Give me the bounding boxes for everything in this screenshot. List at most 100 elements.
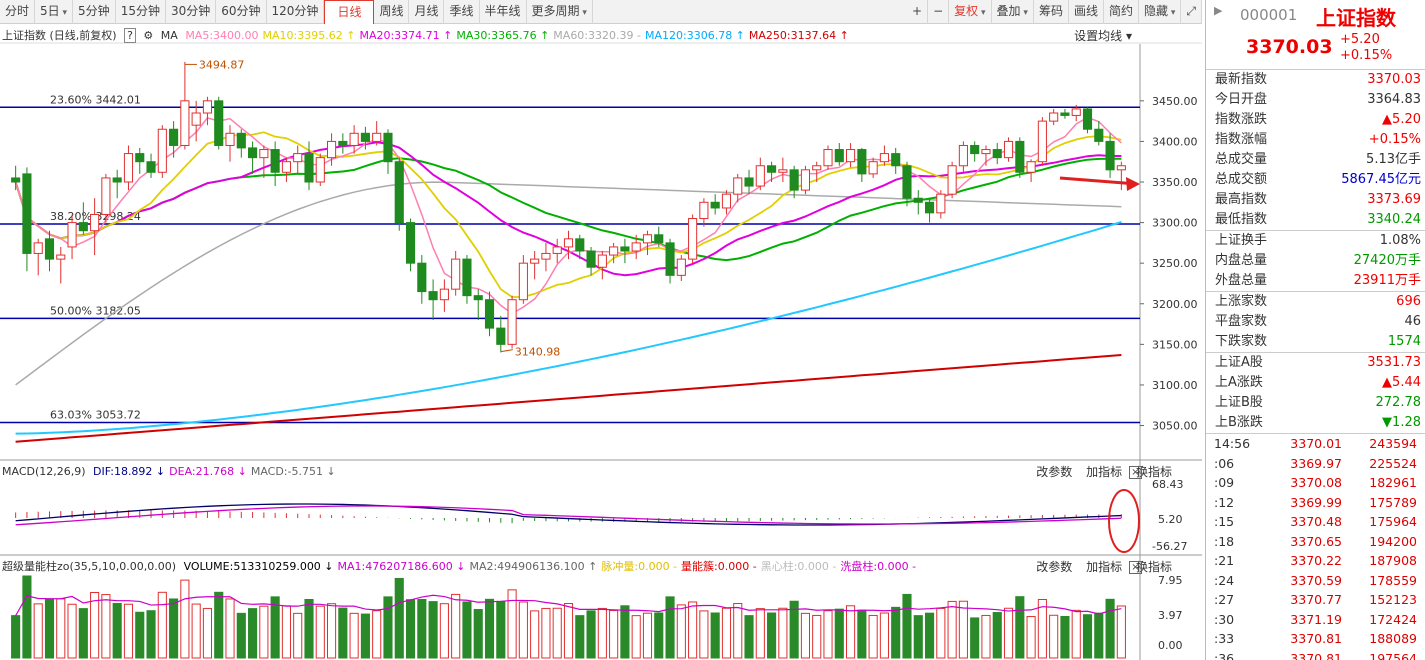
period-tab-10[interactable]: 季线	[444, 0, 480, 24]
candle-body	[541, 252, 551, 260]
volume-bar	[733, 603, 743, 659]
volume-bar	[902, 593, 912, 659]
vol-swap-indicator-button[interactable]: 换指标	[1135, 560, 1172, 574]
quote-label: 上证换手	[1215, 233, 1268, 248]
period-tab-2[interactable]: 5分钟	[73, 0, 116, 24]
vol-tick-label: 0.00	[1158, 639, 1183, 652]
candle-body	[823, 149, 833, 167]
y-tick-label: 3200.00	[1152, 298, 1198, 311]
vol-add-indicator-button[interactable]: 加指标	[1086, 560, 1123, 574]
kline-chart[interactable]: 3450.00 3400.00 3350.00 3300.00 3250.00 3200.…	[0, 24, 1202, 660]
volume-bar	[552, 607, 562, 659]
candle-body	[586, 250, 596, 268]
volume-bar	[913, 615, 923, 659]
tick-row: 14:56 3370.01 243594	[1206, 434, 1425, 454]
volume-bar	[947, 600, 957, 659]
period-tab-12[interactable]: 更多周期	[527, 0, 593, 24]
macd-swap-indicator-button[interactable]: 换指标	[1135, 465, 1172, 479]
period-tab-11[interactable]: 半年线	[480, 0, 527, 24]
volume-bar	[879, 612, 889, 659]
quote-row: 总成交量 5.13亿手	[1206, 150, 1425, 170]
volume-bar	[1026, 616, 1036, 659]
tick-volume: 175964	[1369, 514, 1417, 529]
candle-body	[202, 100, 213, 114]
tick-price: 3370.22	[1290, 553, 1342, 568]
tick-price: 3370.81	[1290, 650, 1342, 660]
volume-bar	[642, 612, 653, 659]
vol-tick-label: 7.95	[1158, 574, 1183, 587]
ma-settings-button[interactable]: 设置均线 ▾	[1074, 29, 1132, 43]
quote-label: 今日开盘	[1215, 92, 1268, 107]
candle-body	[676, 258, 686, 276]
volume-bar	[800, 612, 811, 659]
quote-row: 总成交额 5867.45亿元	[1206, 170, 1425, 190]
chart-area[interactable]: 3450.00 3400.00 3350.00 3300.00 3250.00 3200.…	[0, 24, 1202, 660]
candle-body	[879, 153, 889, 163]
toolbar-right-button-1[interactable]: −	[928, 0, 950, 24]
toolbar-right-button-6[interactable]: 简约	[1104, 0, 1139, 24]
quote-label: 最高指数	[1215, 192, 1268, 207]
last-price: 3370.03	[1246, 36, 1333, 58]
volume-bar	[609, 610, 619, 659]
low-annotation: 3140.98	[515, 346, 561, 359]
period-tab-3[interactable]: 15分钟	[116, 0, 166, 24]
candle-body	[530, 258, 540, 264]
tick-list[interactable]: 14:56 3370.01 243594:06 3369.97 225524:09 337…	[1206, 434, 1425, 660]
period-tab-5[interactable]: 60分钟	[216, 0, 267, 24]
macd-add-indicator-button[interactable]: 加指标	[1086, 465, 1123, 479]
tick-time: :21	[1214, 553, 1235, 568]
period-tab-0[interactable]: 分时	[0, 0, 36, 24]
toolbar-right-button-3[interactable]: 叠加	[992, 0, 1034, 24]
tick-row: :21 3370.22 187908	[1206, 551, 1425, 571]
period-tab-4[interactable]: 30分钟	[166, 0, 217, 24]
tick-row: :33 3370.81 188089	[1206, 629, 1425, 649]
quote-value: ▲5.44	[1382, 375, 1421, 390]
candle-body	[451, 258, 461, 290]
period-tab-9[interactable]: 月线	[409, 0, 445, 24]
volume-bar	[236, 612, 246, 659]
period-tab-6[interactable]: 120分钟	[267, 0, 325, 24]
macd-close-icon[interactable]: ×	[1129, 466, 1142, 479]
volume-bar	[33, 603, 43, 659]
price-change-pct: +0.15%	[1340, 48, 1393, 63]
quote-label: 总成交量	[1215, 152, 1268, 167]
volume-bar	[123, 603, 134, 659]
collapse-arrow-icon[interactable]: ▶	[1214, 4, 1223, 17]
toolbar-right-button-5[interactable]: 画线	[1069, 0, 1104, 24]
help-icon[interactable]: ?	[124, 28, 136, 43]
period-tab-7[interactable]: 日线	[324, 0, 375, 24]
tick-volume: 187908	[1369, 553, 1417, 568]
period-tab-1[interactable]: 5日	[35, 0, 74, 24]
toolbar-right-button-8[interactable]: ⤢	[1181, 0, 1202, 24]
candle-body	[857, 149, 867, 175]
quote-label: 外盘总量	[1215, 273, 1268, 288]
candle-body	[191, 112, 201, 126]
gear-icon[interactable]: ⚙	[143, 29, 154, 42]
volume-bar	[146, 610, 156, 659]
candle-body	[710, 201, 720, 209]
quote-value: 1574	[1387, 334, 1421, 349]
candle-body	[846, 149, 856, 163]
macd-actions: 改参数 加指标 换指标	[1026, 462, 1172, 482]
vol-tick-label: 3.97	[1158, 609, 1183, 622]
volume-bar	[191, 603, 201, 659]
macd-change-params-button[interactable]: 改参数	[1036, 465, 1073, 479]
toolbar-right-button-4[interactable]: 筹码	[1034, 0, 1069, 24]
tick-row: :30 3371.19 172424	[1206, 610, 1425, 630]
volume-bar	[225, 598, 235, 659]
candle-body	[225, 132, 235, 146]
candle-body	[236, 132, 246, 149]
toolbar-right-button-7[interactable]: 隐藏	[1139, 0, 1182, 24]
candle-body	[428, 291, 438, 301]
volume-bar	[259, 605, 269, 659]
quote-row: 上A涨跌 ▲5.44	[1206, 373, 1425, 393]
toolbar-right-button-2[interactable]: 复权	[949, 0, 992, 24]
volume-bar	[417, 599, 427, 659]
vol-change-params-button[interactable]: 改参数	[1036, 560, 1073, 574]
toolbar-right-button-0[interactable]: +	[907, 0, 929, 24]
candle-body	[620, 246, 630, 252]
period-tab-8[interactable]: 周线	[374, 0, 410, 24]
candle-body	[417, 262, 427, 293]
candle-body	[157, 128, 167, 173]
volume-close-icon[interactable]: ×	[1129, 561, 1142, 574]
